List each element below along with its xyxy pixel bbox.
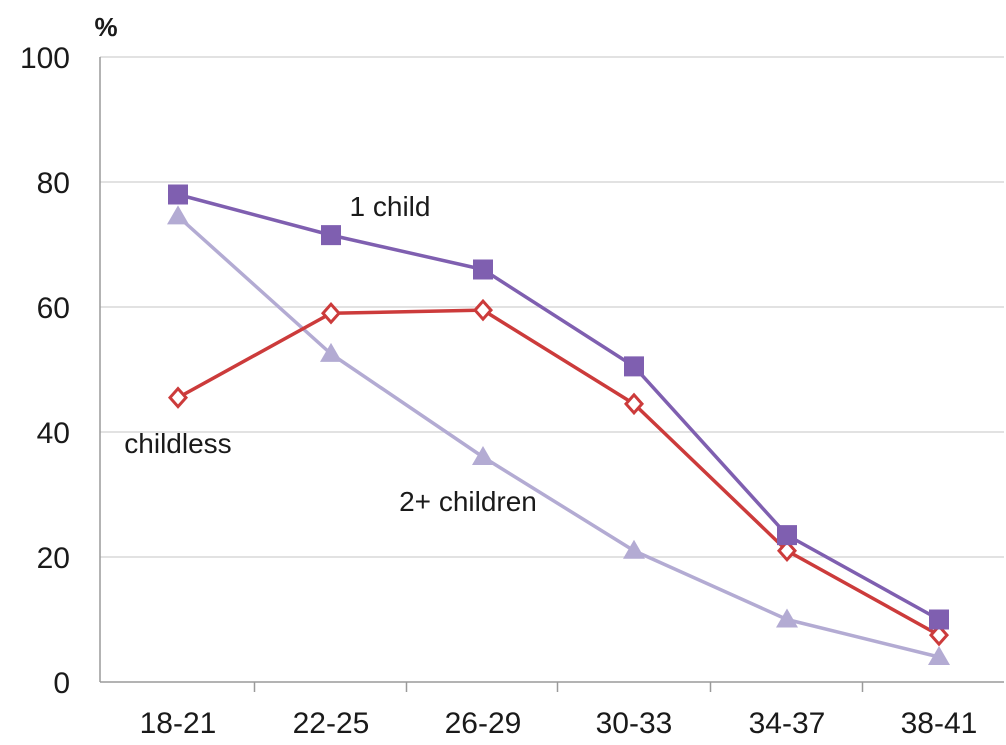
axes [99,57,1004,683]
data-point-0-22-25 [321,225,341,246]
series-line-2 [176,215,940,659]
x-tick-label-34-37: 34-37 [749,707,826,740]
series-line-1 [177,308,940,637]
series-layer [167,184,950,665]
x-tick-label-30-33: 30-33 [596,707,673,740]
y-axis-unit-label: % [94,12,117,42]
data-point-2-26-29 [472,446,494,465]
y-tick-label-60: 60 [37,292,70,325]
y-tick-label-20: 20 [37,542,70,575]
x-axis-tick-labels: 18-21 22-25 26-29 30-33 34-37 38-41 [140,707,978,740]
x-axis-ticks [253,682,864,692]
y-axis-tick-labels: 0 20 40 60 80 100 [20,42,70,700]
data-point-1-34-37 [776,539,798,563]
data-point-2-30-33 [623,539,645,559]
series-labels: 1 child childless 2+ children [124,191,537,517]
data-point-1-18-21 [167,386,189,409]
x-tick-label-22-25: 22-25 [293,707,370,740]
data-point-0-38-41 [929,609,949,630]
x-tick-label-26-29: 26-29 [445,707,522,740]
x-tick-label-38-41: 38-41 [901,707,978,740]
data-point-1-38-41 [928,623,950,647]
data-point-1-30-33 [623,392,645,416]
data-point-2-34-37 [776,608,798,628]
data-point-0-18-21 [168,184,188,205]
data-point-2-38-41 [928,646,950,665]
data-point-0-34-37 [777,525,797,546]
series-2 [167,205,950,665]
series-0 [168,184,949,630]
data-point-2-18-21 [167,205,189,225]
series-1 [167,298,950,647]
gridlines [100,56,1004,558]
data-point-1-26-29 [472,298,494,322]
y-tick-label-40: 40 [37,417,70,450]
series-label-2plus-children: 2+ children [399,486,537,517]
data-point-1-22-25 [320,301,342,325]
y-tick-label-0: 0 [53,667,70,700]
series-line-0 [177,192,940,622]
data-point-0-30-33 [624,356,644,377]
series-label-childless: childless [124,428,231,459]
y-tick-label-100: 100 [20,42,70,75]
y-tick-label-80: 80 [37,167,70,200]
data-point-0-26-29 [473,259,493,280]
x-tick-label-18-21: 18-21 [140,707,217,740]
data-point-2-22-25 [320,342,342,362]
series-label-1-child: 1 child [350,191,431,222]
